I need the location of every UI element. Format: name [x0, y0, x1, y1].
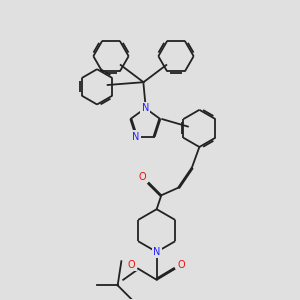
Text: N: N: [153, 247, 160, 257]
Text: O: O: [178, 260, 185, 270]
Text: O: O: [128, 260, 135, 270]
Text: N: N: [132, 132, 140, 142]
Text: O: O: [139, 172, 146, 182]
Text: N: N: [142, 103, 149, 113]
